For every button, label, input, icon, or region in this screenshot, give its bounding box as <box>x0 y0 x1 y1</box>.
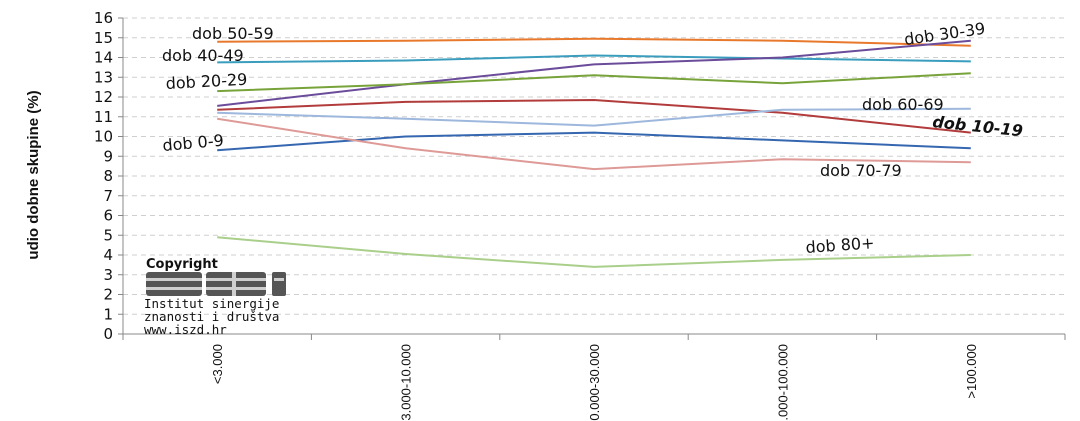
series-line-dob-10-19 <box>217 99 971 134</box>
series-label: dob 60-69 <box>862 95 944 114</box>
y-tick-label: 16 <box>94 9 113 27</box>
y-tick-label: 1 <box>103 305 113 323</box>
x-tick-label: 30.000-100.000 <box>775 344 790 421</box>
copyright-logo <box>146 272 286 296</box>
copyright-heading: Copyright <box>146 257 218 272</box>
series-line-dob-70-79 <box>217 117 971 171</box>
y-tick-label: 12 <box>94 88 113 106</box>
y-tick-label: 11 <box>94 108 113 126</box>
series-lines <box>217 37 971 268</box>
series-line-dob-80- <box>217 236 971 268</box>
y-tick-label: 3 <box>103 266 113 284</box>
x-tick-label: 3.000-10.000 <box>399 344 414 421</box>
series-line-dob-60-69 <box>217 107 971 127</box>
axes <box>118 17 1066 340</box>
series-line-dob-20-29 <box>217 72 971 93</box>
x-tick-label: <3.000 <box>210 344 225 384</box>
series-line-dob-40-49 <box>217 54 971 64</box>
y-tick-label: 14 <box>94 49 113 67</box>
y-tick-label: 6 <box>103 207 113 225</box>
series-label: dob 0-9 <box>162 131 225 155</box>
y-tick-label: 9 <box>103 147 113 165</box>
x-tick-label: 10.000-30.000 <box>587 344 602 421</box>
y-tick-label: 5 <box>103 226 113 244</box>
y-tick-label: 15 <box>94 29 113 47</box>
y-tick-label: 7 <box>103 187 113 205</box>
series-label: dob 20-29 <box>165 70 248 93</box>
series-label: dob 80+ <box>805 233 875 257</box>
series-line-dob-30-39 <box>217 39 971 107</box>
y-tick-label: 0 <box>103 325 113 343</box>
copyright-line-1: Institut sinergije <box>144 296 279 311</box>
y-tick-label: 2 <box>103 286 113 304</box>
x-tick-label: >100.000 <box>964 344 979 399</box>
series-label: dob 50-59 <box>192 24 274 43</box>
y-tick-label: 10 <box>94 128 113 146</box>
copyright-block: Copyright Institut sinergije znanosti i … <box>144 257 286 337</box>
y-tick-label: 8 <box>103 167 113 185</box>
copyright-line-2: znanosti i društva <box>144 309 279 324</box>
y-tick-label: 13 <box>94 68 113 86</box>
x-tick-labels: <3.000 3.000-10.000 10.000-30.000 30.000-10… <box>210 344 979 421</box>
series-label: dob 70-79 <box>820 161 902 180</box>
y-tick-label: 4 <box>103 246 113 264</box>
series-line-dob-0-9 <box>217 131 971 152</box>
series-label: dob 40-49 <box>162 46 244 65</box>
copyright-line-3: www.iszd.hr <box>144 322 227 337</box>
y-axis-label: udio dobne skupine (%) <box>25 90 42 259</box>
series-line-dob-50-59 <box>217 37 971 47</box>
